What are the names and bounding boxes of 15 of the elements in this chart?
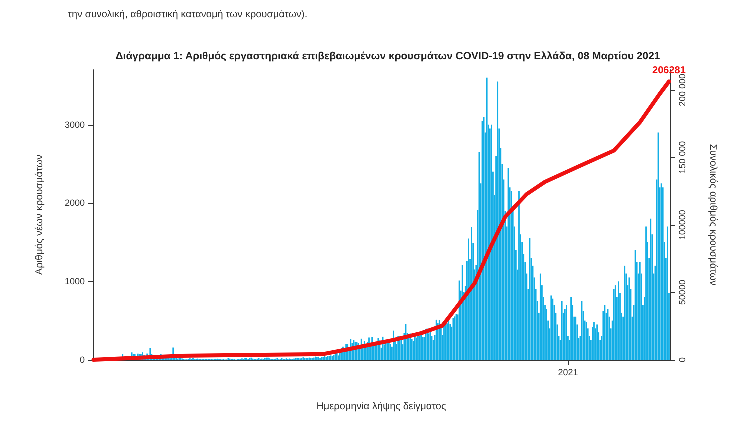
y2-tick-label: 200 000: [678, 74, 688, 107]
y2-tick-label: 100000: [678, 210, 688, 240]
y2-tick-label: 0: [678, 357, 688, 363]
y-tick-label: 1000: [64, 276, 85, 287]
y-axis-title: Αριθμός νέων κρουσμάτων: [34, 154, 46, 276]
x-axis-title: Ημερομηνία λήψης δείγματος: [316, 402, 446, 412]
y-tick-label: 3000: [64, 120, 85, 130]
chart-title: Διάγραμμα 1: Αριθμός εργαστηριακά επιβεβαιωμένων κρουσμάτων COVID-19 στην Ελλάδα, 08 Μαρτίου 2021: [116, 50, 660, 62]
y2-tick-label: 50000: [678, 280, 688, 306]
y2-axis-title: Συνολικός αριθμός κρουσμάτων: [708, 144, 718, 286]
y-tick-label: 2000: [64, 198, 85, 208]
text: την συνολική, αθροιστική κατανομή των κρουσμάτων).: [68, 10, 308, 20]
y2-tick-label: 150 000: [678, 141, 688, 174]
y-tick-label: 0: [80, 355, 85, 365]
x-tick-label: 2021: [558, 368, 578, 378]
